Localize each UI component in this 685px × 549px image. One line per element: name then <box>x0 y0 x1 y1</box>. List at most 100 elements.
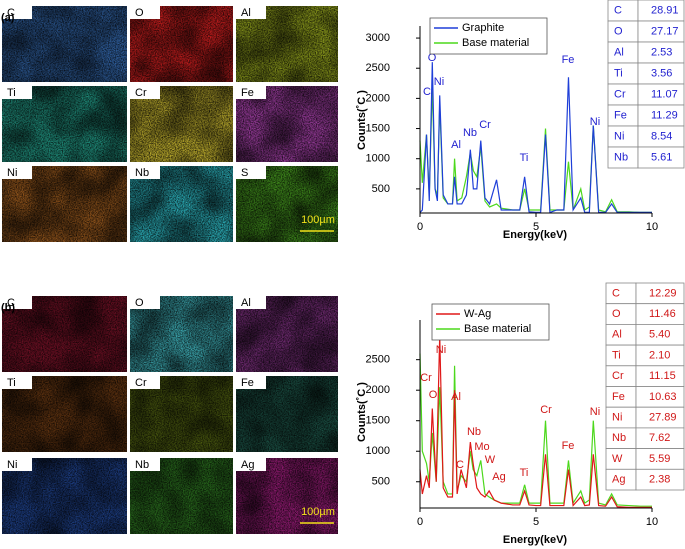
y-tick-label: 2500 <box>366 354 390 366</box>
y-tick-label: 1000 <box>366 153 390 165</box>
x-tick-label: 10 <box>646 516 658 528</box>
map-label-box <box>2 458 32 471</box>
peak-label: Nb <box>463 127 477 139</box>
legend-label: W-Ag <box>464 308 491 320</box>
map-label: O <box>135 297 144 309</box>
table-value: 11.07 <box>651 88 678 100</box>
y-tick-label: 1000 <box>366 445 390 457</box>
y-axis-label: Counts(˚C ) <box>356 382 368 442</box>
peak-label: Ni <box>434 76 444 88</box>
peak-label: Fe <box>562 440 575 452</box>
element-map: Fe <box>236 86 338 162</box>
element-map: Ti <box>2 376 127 452</box>
table-value: 11.15 <box>649 370 676 382</box>
table-element: Nb <box>612 432 626 444</box>
table-value: 2.10 <box>649 349 670 361</box>
peak-label: Ni <box>590 406 600 418</box>
table-element: Ag <box>612 474 625 486</box>
table-value: 12.29 <box>649 287 677 299</box>
table-element: Fe <box>614 109 627 121</box>
table-cell <box>605 303 637 325</box>
peak-label: Fe <box>562 54 575 66</box>
map-label-box <box>130 296 160 309</box>
map-label: Cr <box>135 377 147 389</box>
map-label: C <box>7 7 15 19</box>
element-map: O <box>130 296 233 372</box>
map-label: Fe <box>241 87 254 99</box>
peak-label: Cr <box>540 404 552 416</box>
peak-label: W <box>485 454 496 466</box>
table-value: 5.40 <box>649 329 670 341</box>
legend-label: Graphite <box>462 22 504 34</box>
map-label-box <box>236 166 266 179</box>
map-label: Ag <box>241 459 254 471</box>
table-element: C <box>612 287 620 299</box>
peak-label: Cr <box>420 372 432 384</box>
peak-label: Al <box>451 391 461 403</box>
legend-label: Base material <box>462 37 529 49</box>
map-label-box <box>130 166 160 179</box>
x-axis-label: Energy(keV) <box>503 534 568 546</box>
table-cell <box>607 20 639 43</box>
x-tick-label: 5 <box>533 221 539 233</box>
element-map: Ag 100µm <box>236 458 338 534</box>
table-value: 11.29 <box>651 109 678 121</box>
table-element: Ti <box>614 67 623 79</box>
legend-box <box>431 303 550 341</box>
element-map: Al <box>236 296 338 372</box>
map-label-box <box>2 376 32 389</box>
map-label-box <box>236 458 266 471</box>
map-label: Nb <box>135 459 149 471</box>
peak-label: C <box>456 459 464 471</box>
map-label-box <box>236 86 266 99</box>
table-value: 2.53 <box>651 46 672 58</box>
map-label-box <box>130 458 160 471</box>
y-axis-label: Counts(˚C ) <box>356 90 368 150</box>
element-map: Fe <box>236 376 338 452</box>
y-tick-label: 1500 <box>366 122 390 134</box>
table-value: 27.17 <box>651 25 679 37</box>
element-map: O <box>130 6 233 82</box>
map-label-box <box>130 376 160 389</box>
panel-label: (a) <box>1 12 15 24</box>
table-value: 5.59 <box>649 453 670 465</box>
map-label-box <box>2 296 32 309</box>
table-element: Ni <box>614 130 624 142</box>
element-map: C <box>2 296 127 372</box>
table-value: 5.61 <box>651 151 672 163</box>
map-label-box <box>236 376 266 389</box>
peak-label: Ti <box>520 152 529 164</box>
table-value: 8.54 <box>651 130 672 142</box>
map-label: Ti <box>7 87 16 99</box>
map-label: Al <box>241 297 251 309</box>
map-label-box <box>130 86 160 99</box>
map-label: Ti <box>7 377 16 389</box>
y-tick-label: 500 <box>372 476 390 488</box>
table-element: Nb <box>614 151 628 163</box>
table-element: O <box>614 25 623 37</box>
peak-label: O <box>428 52 437 64</box>
table-cell <box>605 282 637 305</box>
map-label-box <box>2 166 32 179</box>
map-label-box <box>236 6 266 19</box>
table-value: 7.62 <box>649 432 670 444</box>
map-label: Ni <box>7 459 17 471</box>
table-value: 27.89 <box>649 411 677 423</box>
table-element: Al <box>614 46 624 58</box>
map-label: Ni <box>7 167 17 179</box>
map-label: S <box>241 167 248 179</box>
table-cell <box>607 62 639 85</box>
y-tick-label: 1500 <box>366 415 390 427</box>
table-cell <box>607 0 639 22</box>
element-map: Nb <box>130 166 233 242</box>
element-map: C <box>2 6 127 82</box>
spectrum-line <box>419 335 652 508</box>
map-label: Nb <box>135 167 149 179</box>
legend-label: Base material <box>464 323 531 335</box>
peak-label: Ti <box>520 467 529 479</box>
y-tick-label: 3000 <box>366 32 390 44</box>
table-value: 3.56 <box>651 67 672 79</box>
table-value: 2.38 <box>649 474 670 486</box>
table-element: W <box>612 453 623 465</box>
